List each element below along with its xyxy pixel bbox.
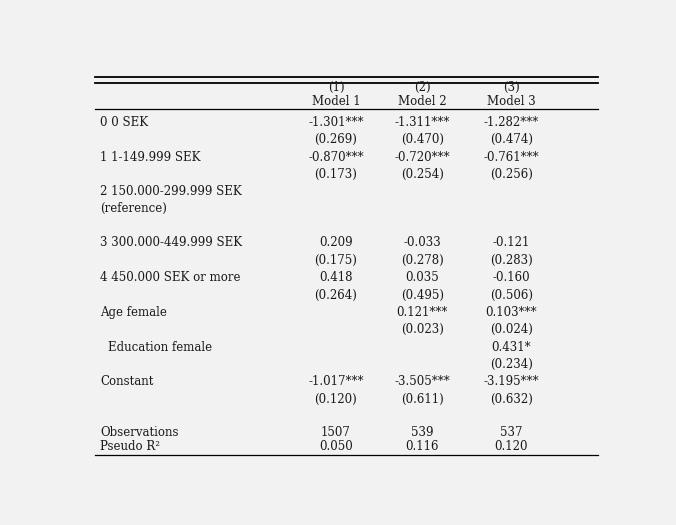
- Text: 1 1-149.999 SEK: 1 1-149.999 SEK: [100, 151, 201, 164]
- Text: Observations: Observations: [100, 426, 178, 438]
- Text: (0.506): (0.506): [490, 288, 533, 301]
- Text: (0.173): (0.173): [314, 168, 358, 181]
- Text: -3.505***: -3.505***: [395, 375, 450, 388]
- Text: (0.611): (0.611): [401, 393, 443, 406]
- Text: 0.050: 0.050: [319, 440, 353, 454]
- Text: 0.035: 0.035: [406, 271, 439, 284]
- Text: (reference): (reference): [100, 202, 167, 215]
- Text: Model 1: Model 1: [312, 94, 360, 108]
- Text: -1.301***: -1.301***: [308, 116, 364, 129]
- Text: (0.234): (0.234): [490, 358, 533, 371]
- Text: (0.632): (0.632): [490, 393, 533, 406]
- Text: (0.278): (0.278): [401, 254, 443, 267]
- Text: 4 450.000 SEK or more: 4 450.000 SEK or more: [100, 271, 241, 284]
- Text: 0.103***: 0.103***: [485, 306, 537, 319]
- Text: Age female: Age female: [100, 306, 167, 319]
- Text: (0.023): (0.023): [401, 323, 444, 336]
- Text: 0.116: 0.116: [406, 440, 439, 454]
- Text: (3): (3): [503, 81, 520, 94]
- Text: 537: 537: [500, 426, 523, 438]
- Text: Model 2: Model 2: [398, 94, 447, 108]
- Text: 0.120: 0.120: [495, 440, 528, 454]
- Text: 1507: 1507: [321, 426, 351, 438]
- Text: 2 150.000-299.999 SEK: 2 150.000-299.999 SEK: [100, 185, 242, 198]
- Text: -0.033: -0.033: [404, 236, 441, 249]
- Text: -0.761***: -0.761***: [483, 151, 539, 164]
- Text: (0.495): (0.495): [401, 288, 444, 301]
- Text: (2): (2): [414, 81, 431, 94]
- Text: Education female: Education female: [108, 341, 212, 354]
- Text: -0.121: -0.121: [493, 236, 530, 249]
- Text: -0.870***: -0.870***: [308, 151, 364, 164]
- Text: 539: 539: [411, 426, 434, 438]
- Text: (0.175): (0.175): [314, 254, 358, 267]
- Text: 0.209: 0.209: [319, 236, 353, 249]
- Text: (0.283): (0.283): [490, 254, 533, 267]
- Text: 0.121***: 0.121***: [397, 306, 448, 319]
- Text: Pseudo R²: Pseudo R²: [100, 440, 160, 454]
- Text: (0.470): (0.470): [401, 133, 444, 146]
- Text: Constant: Constant: [100, 375, 153, 388]
- Text: 0 0 SEK: 0 0 SEK: [100, 116, 148, 129]
- Text: -0.720***: -0.720***: [395, 151, 450, 164]
- Text: (0.120): (0.120): [314, 393, 358, 406]
- Text: 0.418: 0.418: [319, 271, 353, 284]
- Text: -1.282***: -1.282***: [484, 116, 539, 129]
- Text: (1): (1): [328, 81, 344, 94]
- Text: Model 3: Model 3: [487, 94, 536, 108]
- Text: (0.024): (0.024): [490, 323, 533, 336]
- Text: -1.017***: -1.017***: [308, 375, 364, 388]
- Text: -3.195***: -3.195***: [483, 375, 539, 388]
- Text: 3 300.000-449.999 SEK: 3 300.000-449.999 SEK: [100, 236, 242, 249]
- Text: (0.474): (0.474): [490, 133, 533, 146]
- Text: (0.264): (0.264): [314, 288, 358, 301]
- Text: 0.431*: 0.431*: [491, 341, 531, 354]
- Text: -1.311***: -1.311***: [395, 116, 450, 129]
- Text: (0.254): (0.254): [401, 168, 444, 181]
- Text: -0.160: -0.160: [493, 271, 530, 284]
- Text: (0.256): (0.256): [490, 168, 533, 181]
- Text: (0.269): (0.269): [314, 133, 358, 146]
